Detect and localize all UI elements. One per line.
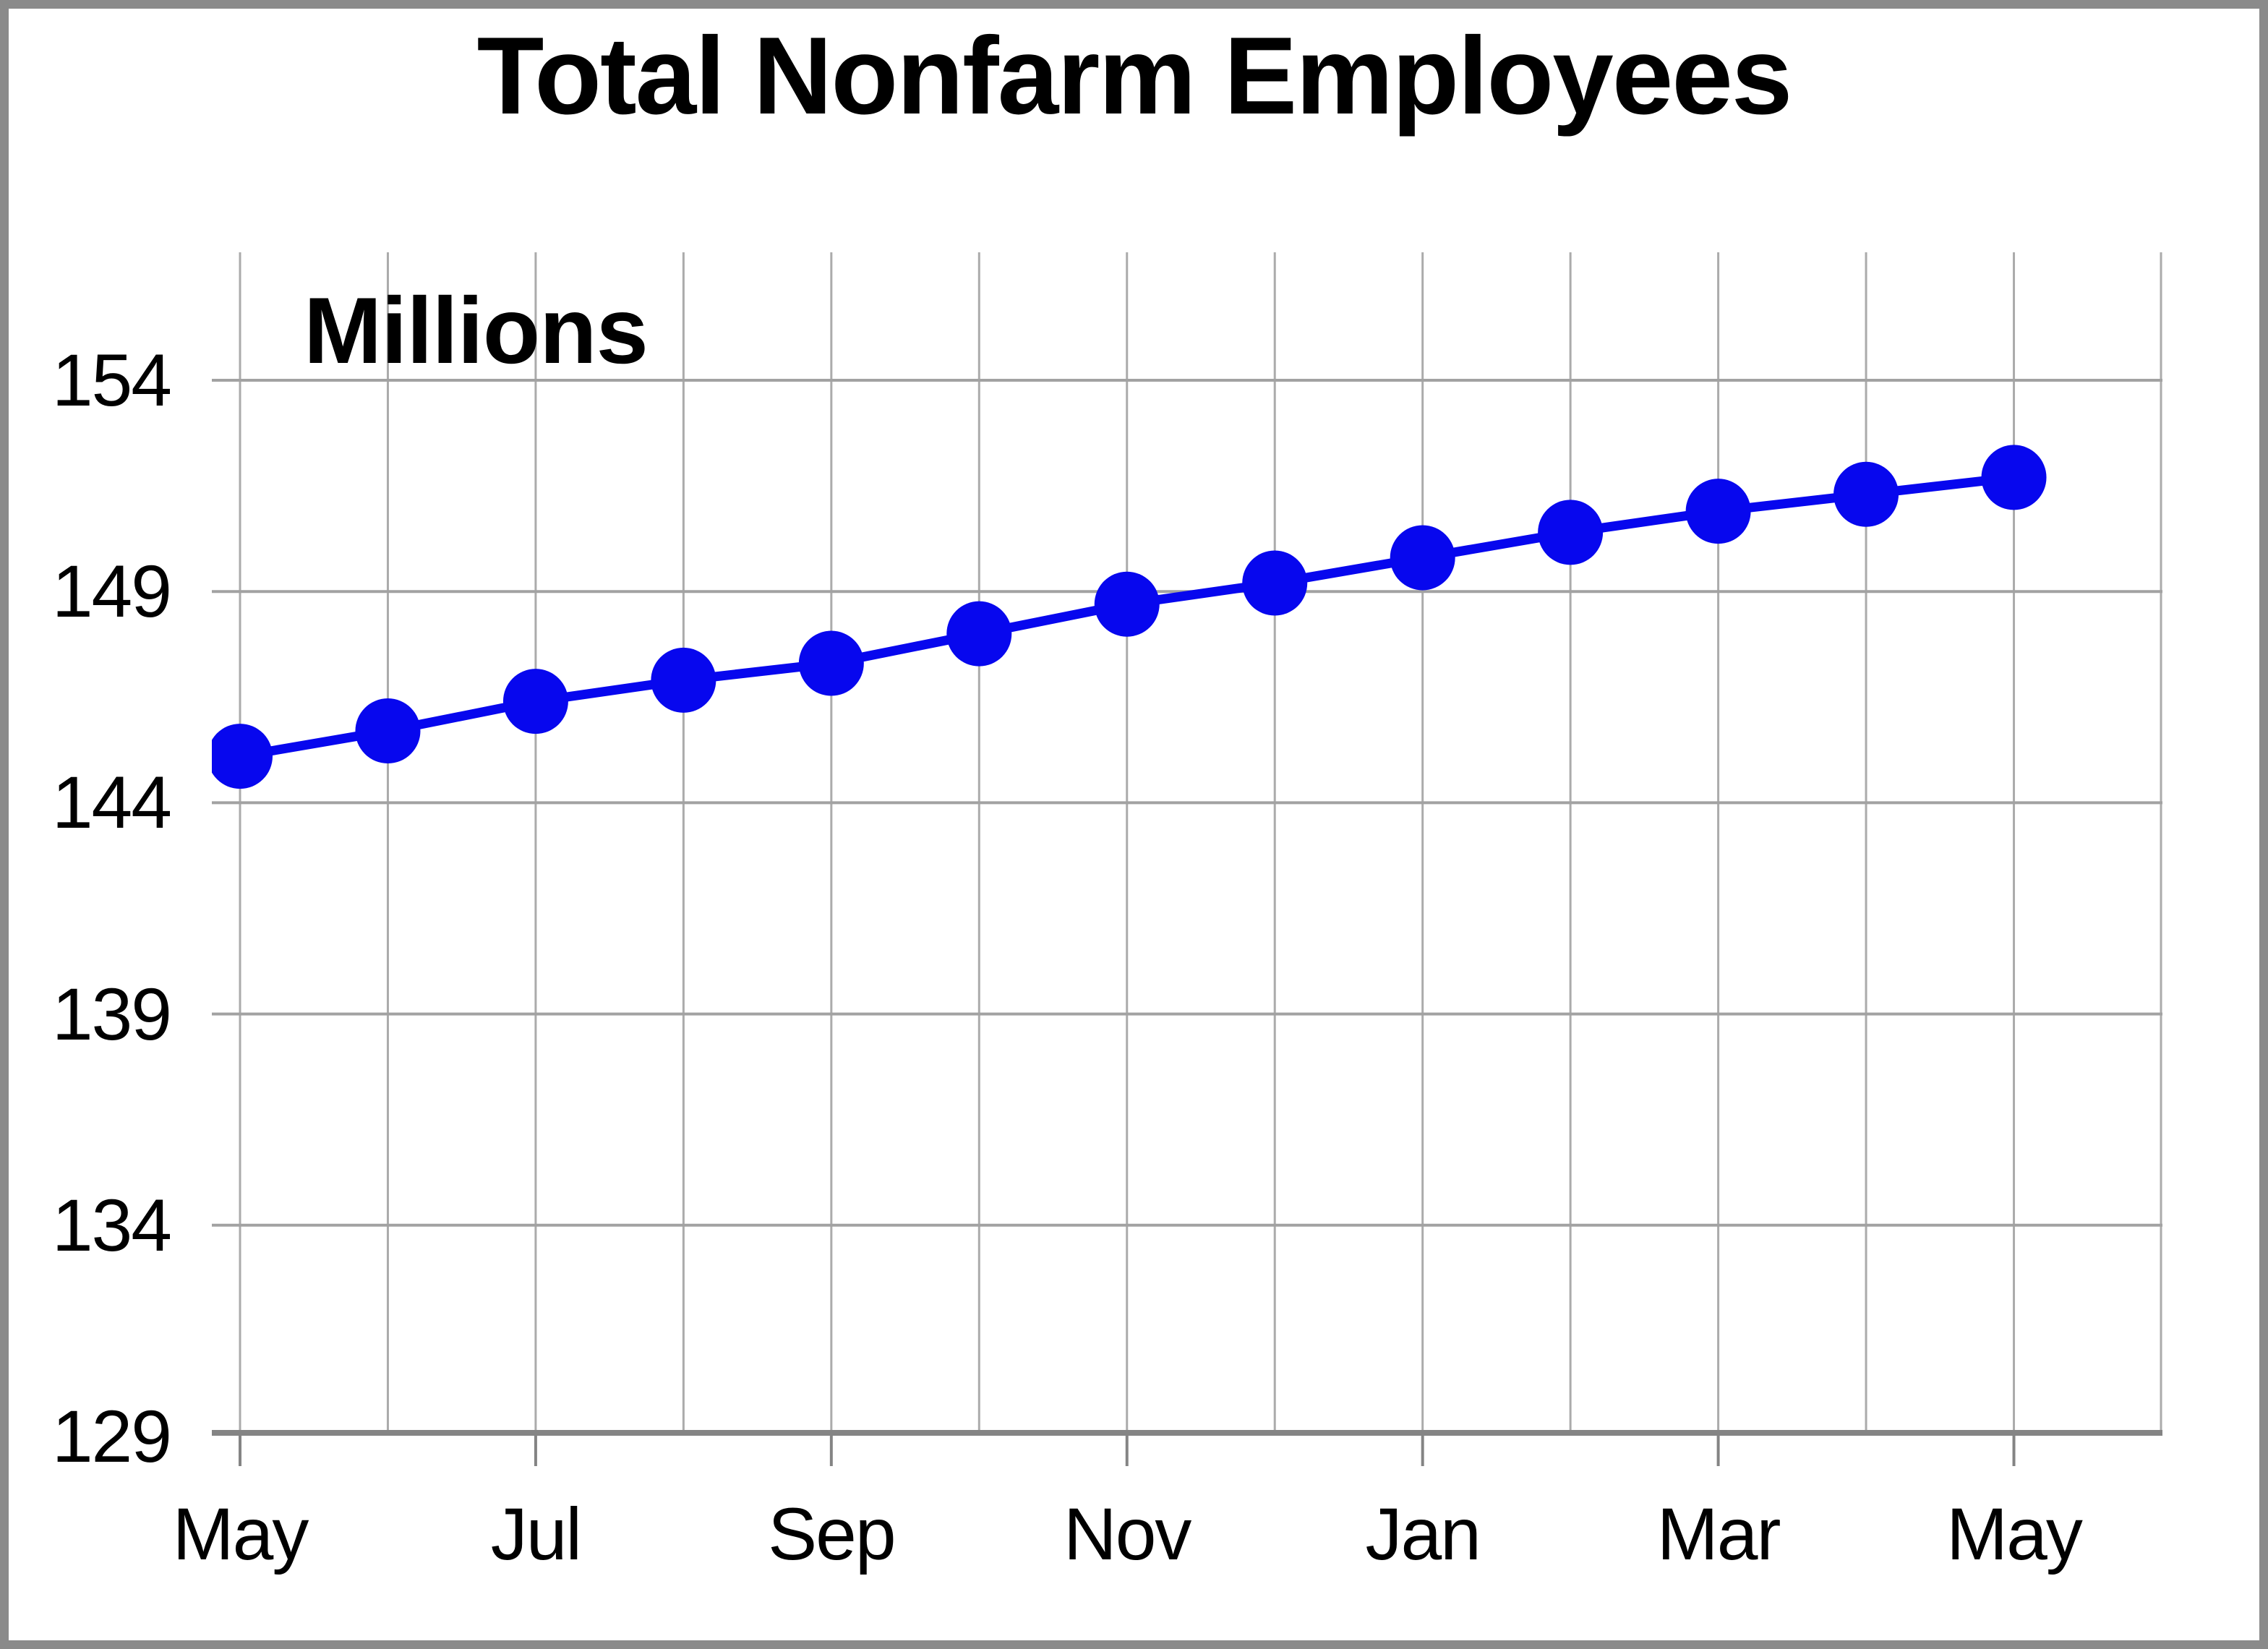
y-tick-label-139: 139	[51, 972, 172, 1055]
data-point-marker-oct-5	[946, 601, 1012, 667]
y-tick-label-134: 134	[51, 1183, 172, 1267]
data-point-marker-dec-7	[1242, 550, 1308, 616]
data-point-marker-sep-4	[798, 630, 864, 696]
y-tick-label-144: 144	[51, 761, 172, 844]
x-tick-label-may-0: May	[172, 1493, 309, 1575]
x-tick-label-jan-8: Jan	[1365, 1493, 1481, 1575]
y-tick-label-149: 149	[51, 550, 172, 633]
y-axis-unit-label: Millions	[304, 278, 649, 383]
x-tick-label-jul-2: Jul	[490, 1493, 582, 1575]
x-tick-label-nov-6: Nov	[1064, 1493, 1191, 1575]
x-tick-label-mar-10: Mar	[1656, 1493, 1781, 1575]
x-tick-label-may-12: May	[1946, 1493, 2083, 1575]
y-tick-label-129: 129	[51, 1395, 172, 1478]
data-point-marker-apr-11	[1833, 461, 1899, 527]
data-point-marker-may-0	[212, 724, 273, 789]
data-point-marker-mar-10	[1685, 479, 1751, 544]
data-point-marker-jun-1	[355, 698, 421, 764]
data-point-marker-feb-9	[1538, 500, 1604, 565]
data-point-marker-nov-6	[1094, 571, 1160, 637]
plot-area	[212, 252, 2162, 1474]
x-tick-label-sep-4: Sep	[768, 1493, 896, 1575]
line-chart-canvas	[212, 252, 2162, 1466]
data-point-marker-may-12	[1981, 445, 2047, 510]
data-point-marker-aug-3	[651, 647, 716, 713]
data-point-marker-jan-8	[1390, 525, 1455, 591]
y-tick-label-154: 154	[51, 339, 172, 421]
data-point-marker-jul-2	[502, 669, 568, 734]
chart-title: Total Nonfarm Employees	[476, 14, 1793, 137]
